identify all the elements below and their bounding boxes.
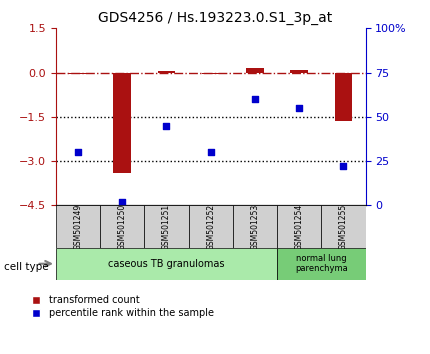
Bar [202, 73, 220, 74]
Text: GSM501249: GSM501249 [74, 204, 83, 250]
FancyBboxPatch shape [100, 205, 144, 248]
Bar [69, 73, 87, 74]
Text: GDS4256 / Hs.193223.0.S1_3p_at: GDS4256 / Hs.193223.0.S1_3p_at [98, 11, 332, 25]
Text: caseous TB granulomas: caseous TB granulomas [108, 259, 225, 269]
Point [252, 96, 258, 102]
Text: cell type: cell type [4, 262, 49, 272]
Text: GSM501250: GSM501250 [118, 204, 127, 250]
Point [74, 149, 81, 155]
FancyBboxPatch shape [144, 205, 189, 248]
Text: GSM501252: GSM501252 [206, 204, 215, 250]
Point [340, 164, 347, 169]
Bar [114, 73, 131, 173]
Text: GSM501254: GSM501254 [295, 204, 304, 250]
Point [119, 199, 126, 205]
Point [163, 123, 170, 129]
Text: GSM501253: GSM501253 [250, 204, 259, 250]
Text: GSM501251: GSM501251 [162, 204, 171, 250]
FancyBboxPatch shape [321, 205, 366, 248]
Bar [246, 68, 264, 73]
Legend: transformed count, percentile rank within the sample: transformed count, percentile rank withi… [26, 295, 214, 318]
Text: GSM501255: GSM501255 [339, 204, 348, 250]
FancyBboxPatch shape [56, 205, 100, 248]
FancyBboxPatch shape [277, 248, 366, 280]
Bar [158, 71, 175, 73]
FancyBboxPatch shape [189, 205, 233, 248]
Point [296, 105, 303, 111]
Text: normal lung
parenchyma: normal lung parenchyma [295, 254, 347, 273]
FancyBboxPatch shape [56, 248, 277, 280]
Point [207, 149, 214, 155]
Bar [335, 73, 352, 121]
Bar [290, 70, 308, 73]
FancyBboxPatch shape [277, 205, 321, 248]
FancyBboxPatch shape [233, 205, 277, 248]
